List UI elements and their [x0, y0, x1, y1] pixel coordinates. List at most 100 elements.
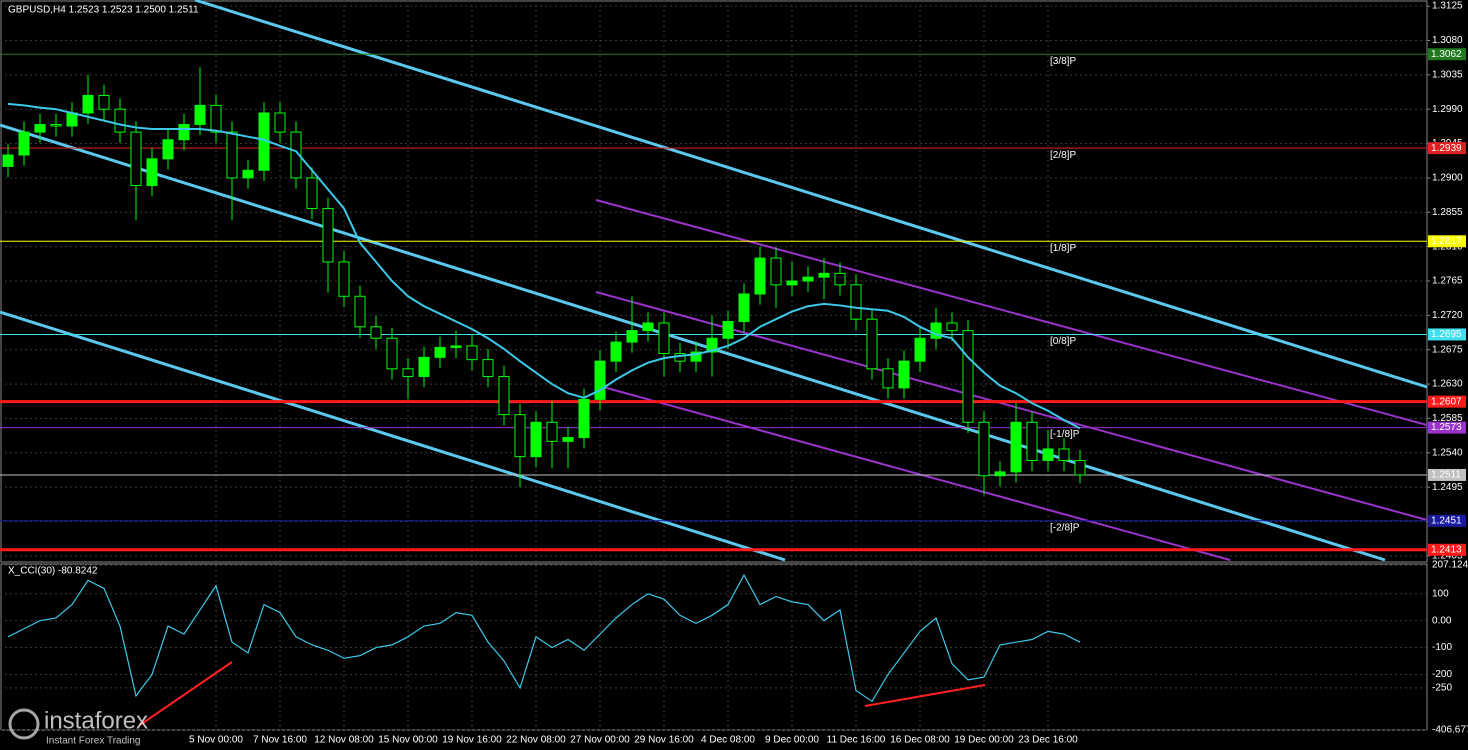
moving-average [7, 102, 1081, 430]
candle-body [738, 293, 750, 322]
candle-body [786, 280, 798, 286]
channels [0, 0, 1428, 562]
candle-body [610, 341, 622, 362]
y-tick-label: -250 [1432, 683, 1452, 694]
candle-body [354, 295, 366, 328]
y-tick-label: 1.2585 [1432, 413, 1463, 424]
candle-body [66, 112, 78, 127]
level-label: [1/8]P [1050, 243, 1076, 254]
channel-line [595, 199, 1428, 426]
price-tag [1428, 235, 1466, 248]
y-tick-label: 1.2540 [1432, 447, 1463, 458]
candle-body [754, 257, 766, 295]
candle-body [242, 169, 254, 179]
price-tag-label: 1.2511 [1431, 470, 1461, 481]
cci-line [7, 573, 1081, 703]
y-tick-label: 0.00 [1432, 615, 1452, 626]
y-tick-label: 1.2990 [1432, 104, 1463, 115]
candle-body [530, 421, 542, 458]
x-tick-label: 12 Nov 08:00 [314, 735, 374, 746]
chart-title: GBPUSD,H4 1.2523 1.2523 1.2500 1.2511 [8, 5, 199, 16]
level-label: [2/8]P [1050, 150, 1076, 161]
channel-line [595, 291, 1428, 521]
candle-body [34, 123, 46, 133]
candle-body [2, 154, 14, 167]
marks [0, 53, 1427, 703]
candle-body [962, 330, 974, 423]
y-tick-label: -406.677 [1432, 725, 1468, 736]
price-tag-label: 1.2939 [1431, 143, 1462, 154]
channel-line [595, 384, 1231, 561]
x-tick-label: 19 Nov 16:00 [442, 735, 502, 746]
candle-body [98, 94, 110, 110]
candle-body [130, 131, 142, 187]
level-label: [-2/8]P [1050, 522, 1080, 533]
divergence-line [864, 684, 986, 707]
indicator-title: X_CCI(30) -80.8242 [8, 566, 98, 577]
candle-body [178, 123, 190, 141]
candle-body [722, 320, 734, 339]
price-tag [1428, 328, 1466, 341]
candle-body [882, 368, 894, 389]
y-tick-label: 1.2675 [1432, 344, 1463, 355]
y-tick-label: 1.2765 [1432, 276, 1463, 287]
candle-body [146, 158, 158, 187]
candle-body [818, 272, 830, 278]
candle-body [914, 337, 926, 362]
indicator-frame [0, 563, 1428, 731]
y-tick-label: 1.2855 [1432, 207, 1463, 218]
watermark-logo [8, 708, 40, 740]
y-tick-label: 1.2495 [1432, 482, 1463, 493]
candle-body [466, 345, 478, 361]
candle-body [498, 375, 510, 416]
level-label: [3/8]P [1050, 56, 1076, 67]
candle-body [210, 104, 222, 133]
candle-body [546, 421, 558, 442]
candle-body [226, 131, 238, 179]
price-tag [1428, 543, 1466, 556]
y-tick-label: 1.2405 [1432, 551, 1463, 562]
level-label: [-1/8]P [1050, 429, 1080, 440]
price-tag [1428, 421, 1466, 434]
candle-body [802, 276, 814, 282]
level-label: [0/8]P [1050, 336, 1076, 347]
x-tick-label: 5 Nov 00:00 [189, 735, 243, 746]
x-tick-label: 22 Nov 08:00 [506, 735, 566, 746]
candle-body [450, 345, 462, 348]
candle-body [482, 359, 494, 377]
x-tick-label: 16 Dec 08:00 [890, 735, 950, 746]
candle-body [994, 471, 1006, 477]
candle-body [434, 346, 446, 358]
channel-line [194, 0, 1428, 389]
price-tag-label: 1.2695 [1431, 329, 1462, 340]
x-tick-label: 29 Nov 16:00 [634, 735, 694, 746]
candle-body [690, 351, 702, 362]
candle-body [194, 104, 206, 125]
price-tag [1428, 395, 1466, 408]
candle-body [322, 207, 334, 263]
price-tag-label: 1.2573 [1431, 422, 1462, 433]
candle-body [1074, 459, 1086, 476]
y-tick-label: -200 [1432, 669, 1452, 680]
divergence-lines [139, 661, 986, 726]
candle-body [770, 257, 782, 286]
price-tag [1428, 48, 1466, 61]
y-tick-label: 1.3035 [1432, 69, 1463, 80]
x-tick-label: 7 Nov 16:00 [253, 735, 307, 746]
candle-body [338, 261, 350, 297]
price-tag [1428, 468, 1466, 481]
x-tick-label: 9 Dec 00:00 [765, 735, 819, 746]
price-tag-label: 1.2413 [1431, 544, 1462, 555]
candle-body [562, 437, 574, 442]
candle-body [1010, 421, 1022, 473]
candle-body [274, 112, 286, 133]
y-tick-label: 1.2900 [1432, 173, 1463, 184]
candle-body [1058, 448, 1070, 461]
candle-body [1042, 448, 1054, 461]
candle-body [594, 360, 606, 400]
candle-body [514, 414, 526, 458]
candle-body [930, 322, 942, 339]
price-tag [1428, 514, 1466, 527]
